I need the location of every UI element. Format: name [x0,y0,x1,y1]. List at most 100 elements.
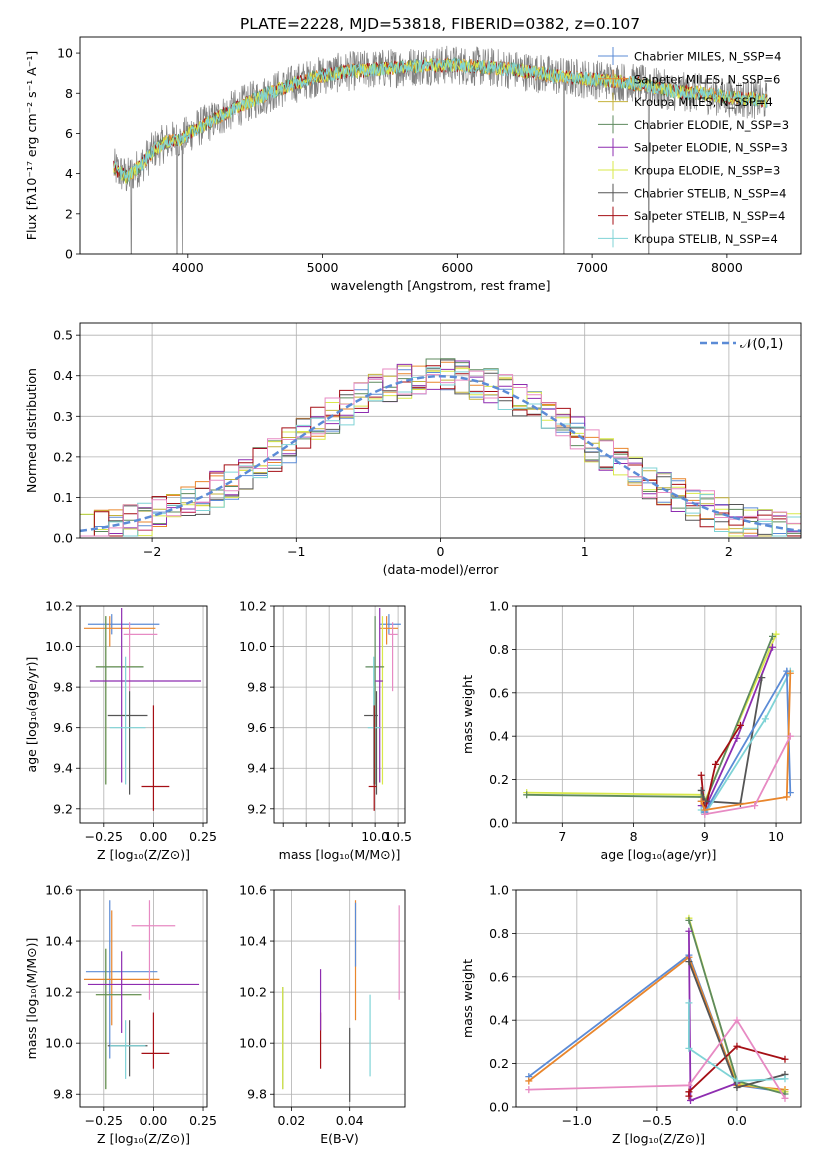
weight-marker [783,667,791,675]
x-tick-label: −1.0 [562,1113,592,1128]
legend-label: Salpeter STELIB, N_SSP=4 [634,209,785,223]
weight-line [526,636,774,806]
y-tick-label: 0.0 [489,816,509,831]
x-tick-label: 1 [581,544,589,559]
y-tick-label: 0.8 [489,926,509,941]
x-axis-label: wavelength [Angstrom, rest frame] [330,278,550,293]
x-tick-label: 2 [725,544,733,559]
y-axis-label: mass weight [460,675,475,754]
y-tick-label: 0.6 [489,969,509,984]
weight-marker [786,732,794,740]
x-tick-label: −0.25 [85,1113,123,1128]
y-tick-label: 0.4 [489,729,509,744]
y-tick-label: 0.8 [489,642,509,657]
x-tick-label: 0.25 [189,1113,217,1128]
legend-label: Chabrier MILES, N_SSP=4 [634,50,781,64]
weight-marker [781,1055,789,1063]
weight-marker [769,643,776,651]
weight-marker [701,810,709,818]
weight-marker [781,1094,789,1102]
panel-residuals: −2 −1 0 1 2 0.0 0.1 0.2 0.3 0.4 0.5 (data-model)/er… [24,322,802,577]
axes-frame [79,605,208,824]
weight-marker [685,927,693,935]
weight-marker [733,1077,741,1085]
x-tick-label: −1 [287,544,305,559]
y-tick-label: 10 [57,46,73,61]
weight-marker [697,786,705,794]
legend-label: Chabrier ELODIE, N_SSP=3 [634,118,789,132]
y-tick-label: 0.0 [53,531,73,546]
x-tick-label: −0.25 [85,829,123,844]
weight-marker [751,802,759,810]
panel-mass_vs_ebv: 0.02 0.04 9.8 10.0 10.2 10.4 10.6 E(B-V) [239,883,406,1146]
legend-label: 𝒩(0,1) [740,337,783,352]
y-tick-label: 9.2 [247,801,267,816]
x-axis-label: mass [log₁₀(M/M⊙)] [279,847,401,862]
y-tick-label: 1.0 [489,599,509,614]
y-tick-label: 9.4 [53,761,73,776]
x-tick-label: 0 [437,544,445,559]
x-axis-label: age [log₁₀(age/yr)] [601,847,717,862]
weight-marker [685,1081,693,1089]
y-tick-label: 9.8 [247,1087,267,1102]
plot-area [83,608,202,811]
weight-marker [733,734,741,742]
x-tick-label: 8 [630,829,638,844]
residual-histogram [80,368,801,537]
weight-marker [525,1086,533,1094]
x-tick-label: −2 [143,544,161,559]
axes-frame [79,889,208,1108]
y-tick-label: 10.2 [45,599,73,614]
x-tick-label: 0.0 [727,1113,747,1128]
y-tick-label: 10.2 [239,599,267,614]
x-tick-label: 8000 [711,260,743,275]
x-tick-label: 5000 [307,260,339,275]
weight-line [528,1018,786,1099]
plot-area [282,900,400,1102]
x-tick-label: 0.04 [336,1113,364,1128]
legend: Chabrier MILES, N_SSP=4 Salpeter MILES, N… [598,47,789,248]
x-tick-label: 0.02 [278,1113,306,1128]
y-tick-label: 10.0 [239,1036,267,1051]
weight-marker [685,1044,693,1052]
y-tick-label: 0.2 [489,772,509,787]
panel-mass_vs_Z: −0.25 0.00 0.25 9.8 10.0 10.2 10.4 10.6 Z [log₁₀… [24,883,217,1147]
weight-marker [733,1016,741,1024]
x-axis-label: Z [log₁₀(Z/Z⊙)] [612,1131,705,1146]
y-tick-label: 0.4 [53,368,73,383]
y-tick-label: 10.0 [239,639,267,654]
weight-marker [772,630,780,638]
y-tick-label: 1.0 [489,883,509,898]
x-tick-label: 10 [768,829,784,844]
y-tick-label: 0.4 [489,1013,509,1028]
panel-age_vs_Z: −0.25 0.00 0.25 9.2 9.4 9.6 9.8 10.0 10.2 Z [log₁… [24,599,217,863]
x-tick-label: 0.25 [189,829,217,844]
y-tick-label: 8 [65,86,73,101]
y-tick-label: 9.8 [53,680,73,695]
y-tick-label: 9.6 [247,720,267,735]
y-tick-label: 0.5 [53,328,73,343]
legend-label: Kroupa STELIB, N_SSP=4 [634,232,778,246]
axes-frame [515,605,802,824]
x-axis-label: Z [log₁₀(Z/Z⊙)] [97,1131,190,1146]
weight-marker [712,760,719,768]
weight-marker [758,674,766,682]
panel-weight_vs_age: 7 8 9 10 0.0 0.2 0.4 0.6 0.8 1.0 age [log₁₀(age/yr… [460,599,802,862]
residual-histogram [80,367,801,537]
y-tick-label: 10.0 [45,639,73,654]
weight-line [688,1002,786,1082]
y-axis-label: mass [log₁₀(M/M⊙)] [24,938,39,1060]
axes-frame [515,889,802,1108]
y-tick-label: 2 [65,206,73,221]
plot-area [364,608,401,811]
x-tick-label: 10.5 [384,829,412,844]
axes-frame [79,322,802,539]
normal-curve [80,374,801,533]
y-axis-label: Flux [fλ10⁻¹⁷ erg cm⁻² s⁻¹ A⁻¹] [24,51,39,240]
weight-marker [783,793,791,801]
y-tick-label: 10.6 [45,883,73,898]
x-axis-label: E(B-V) [320,1131,359,1146]
weight-marker [685,999,693,1007]
y-tick-label: 6 [65,126,73,141]
plot-area [113,45,768,254]
